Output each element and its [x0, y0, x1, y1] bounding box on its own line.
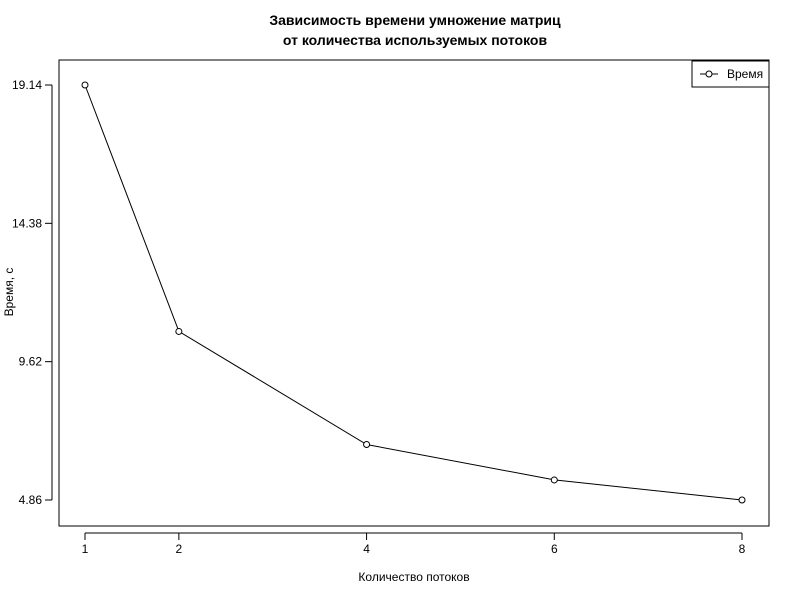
chart-title-line-2: от количества используемых потоков [283, 32, 548, 48]
y-axis-label: Время, с [2, 268, 16, 317]
x-axis-label: Количество потоков [358, 570, 469, 584]
x-axis: 1 2 4 6 8 [82, 532, 746, 556]
series-layer [81, 81, 746, 504]
legend: Время [691, 60, 770, 88]
legend-entry-label: Время [727, 67, 763, 81]
x-tick-label: 2 [176, 542, 183, 556]
chart-title-line-1: Зависимость времени умножение матриц [269, 12, 561, 28]
y-tick-label: 4.86 [19, 493, 43, 507]
x-tick-label: 8 [739, 542, 746, 556]
data-point-marker [550, 476, 558, 484]
data-point-marker [738, 496, 746, 504]
y-tick-label: 19.14 [12, 78, 42, 92]
data-point-marker [81, 81, 89, 89]
y-tick-label: 14.38 [12, 216, 42, 230]
x-tick-label: 6 [551, 542, 558, 556]
plot-frame [58, 59, 770, 527]
legend-marker-sample [705, 70, 713, 78]
y-axis: 4.86 9.62 14.38 19.14 [12, 78, 53, 507]
y-tick-label: 9.62 [19, 355, 43, 369]
data-point-marker [363, 440, 371, 448]
series-line [84, 84, 743, 501]
x-tick-label: 4 [363, 542, 370, 556]
data-point-marker [175, 327, 183, 335]
x-tick-label: 1 [82, 542, 89, 556]
